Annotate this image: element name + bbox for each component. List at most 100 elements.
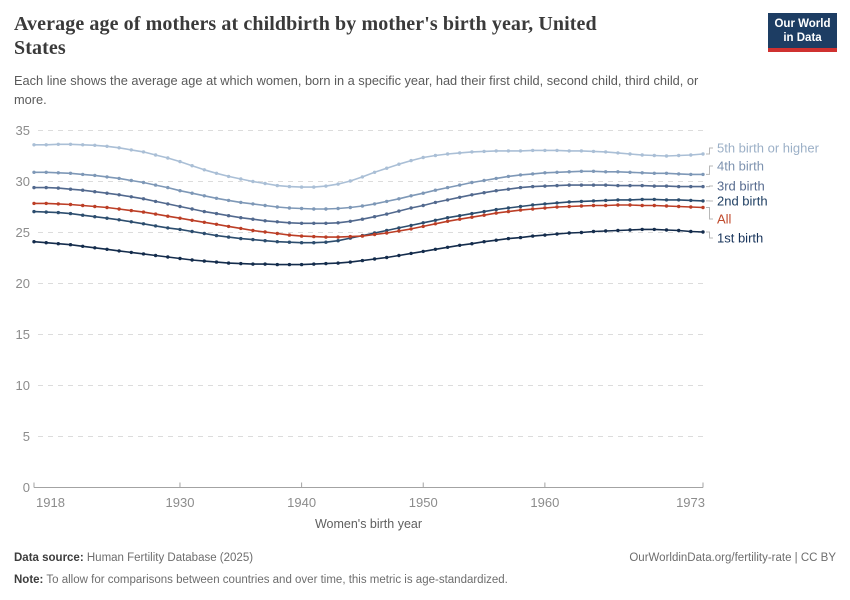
- data-point[interactable]: [604, 229, 608, 233]
- data-point[interactable]: [324, 235, 328, 239]
- data-point[interactable]: [287, 184, 292, 189]
- data-point[interactable]: [579, 169, 584, 173]
- data-point[interactable]: [518, 185, 523, 190]
- data-point[interactable]: [68, 142, 73, 146]
- data-point[interactable]: [44, 241, 48, 245]
- data-point[interactable]: [640, 197, 644, 202]
- data-point[interactable]: [324, 207, 328, 211]
- data-point[interactable]: [385, 166, 389, 170]
- data-point[interactable]: [494, 238, 498, 242]
- data-point[interactable]: [433, 200, 438, 205]
- data-point[interactable]: [385, 255, 389, 260]
- data-point[interactable]: [141, 150, 146, 154]
- data-point[interactable]: [360, 234, 365, 238]
- data-point[interactable]: [689, 205, 693, 209]
- data-point[interactable]: [226, 235, 231, 239]
- data-point[interactable]: [664, 204, 669, 208]
- line-5th-birth-or-higher[interactable]: [33, 143, 704, 188]
- data-point[interactable]: [275, 220, 279, 224]
- data-point[interactable]: [68, 211, 73, 216]
- data-point[interactable]: [616, 203, 620, 207]
- data-point[interactable]: [32, 143, 36, 147]
- data-point[interactable]: [56, 202, 60, 206]
- data-point[interactable]: [543, 206, 547, 210]
- data-point[interactable]: [409, 206, 413, 210]
- data-point[interactable]: [555, 205, 559, 209]
- data-point[interactable]: [677, 198, 681, 202]
- data-point[interactable]: [677, 184, 681, 189]
- data-point[interactable]: [153, 183, 158, 187]
- data-point[interactable]: [616, 228, 620, 233]
- data-point[interactable]: [689, 172, 693, 177]
- data-point[interactable]: [652, 203, 656, 208]
- data-point[interactable]: [141, 210, 146, 214]
- data-point[interactable]: [433, 222, 438, 226]
- data-point[interactable]: [579, 199, 584, 204]
- data-point[interactable]: [105, 175, 109, 179]
- data-point[interactable]: [591, 199, 596, 203]
- data-point[interactable]: [93, 173, 97, 178]
- data-point[interactable]: [409, 223, 413, 228]
- data-point[interactable]: [579, 204, 584, 208]
- data-point[interactable]: [178, 189, 182, 193]
- data-point[interactable]: [531, 172, 535, 176]
- data-point[interactable]: [56, 210, 60, 215]
- data-point[interactable]: [68, 243, 73, 247]
- data-point[interactable]: [531, 207, 535, 211]
- footer-link[interactable]: OurWorldinData.org/fertility-rate | CC B…: [629, 552, 836, 564]
- data-point[interactable]: [652, 184, 656, 188]
- data-point[interactable]: [214, 211, 219, 216]
- data-point[interactable]: [664, 184, 669, 188]
- data-point[interactable]: [166, 202, 170, 206]
- data-point[interactable]: [117, 249, 121, 253]
- data-point[interactable]: [482, 178, 486, 183]
- data-point[interactable]: [689, 229, 693, 234]
- data-point[interactable]: [166, 156, 170, 160]
- data-point[interactable]: [506, 149, 511, 153]
- data-point[interactable]: [604, 183, 608, 187]
- data-point[interactable]: [190, 218, 194, 222]
- data-point[interactable]: [689, 198, 693, 203]
- data-point[interactable]: [531, 148, 535, 153]
- data-point[interactable]: [421, 155, 425, 160]
- data-point[interactable]: [141, 180, 146, 185]
- data-point[interactable]: [458, 217, 462, 221]
- data-point[interactable]: [445, 216, 450, 220]
- data-point[interactable]: [226, 224, 231, 229]
- data-point[interactable]: [32, 240, 36, 244]
- data-point[interactable]: [166, 226, 170, 230]
- data-point[interactable]: [129, 220, 133, 224]
- data-point[interactable]: [287, 221, 292, 225]
- data-point[interactable]: [397, 226, 401, 230]
- data-point[interactable]: [117, 193, 121, 197]
- data-point[interactable]: [506, 236, 511, 241]
- data-point[interactable]: [701, 152, 705, 156]
- data-point[interactable]: [32, 209, 36, 214]
- data-point[interactable]: [93, 143, 97, 147]
- data-point[interactable]: [141, 197, 146, 201]
- data-point[interactable]: [604, 198, 608, 203]
- data-point[interactable]: [44, 210, 48, 214]
- data-point[interactable]: [129, 208, 133, 213]
- data-point[interactable]: [251, 262, 255, 266]
- data-point[interactable]: [372, 202, 377, 206]
- legend-label-all[interactable]: All: [717, 212, 732, 227]
- data-point[interactable]: [482, 209, 486, 214]
- data-point[interactable]: [470, 211, 474, 216]
- data-point[interactable]: [68, 187, 73, 191]
- data-point[interactable]: [178, 227, 182, 232]
- data-point[interactable]: [190, 229, 194, 234]
- data-point[interactable]: [433, 153, 438, 158]
- data-point[interactable]: [604, 150, 608, 154]
- data-point[interactable]: [299, 221, 304, 225]
- data-point[interactable]: [214, 222, 219, 226]
- data-point[interactable]: [275, 205, 279, 209]
- data-point[interactable]: [579, 230, 584, 235]
- data-point[interactable]: [299, 185, 304, 189]
- data-point[interactable]: [445, 152, 450, 156]
- data-point[interactable]: [397, 253, 401, 258]
- data-point[interactable]: [567, 149, 571, 153]
- data-point[interactable]: [543, 184, 547, 188]
- data-point[interactable]: [409, 251, 413, 256]
- data-point[interactable]: [105, 144, 109, 148]
